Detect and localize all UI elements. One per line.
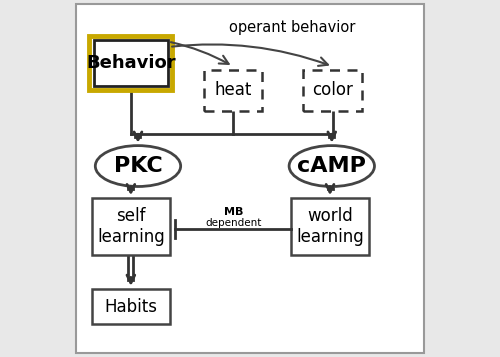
Text: dependent: dependent (206, 218, 262, 228)
Text: color: color (312, 81, 353, 100)
FancyBboxPatch shape (94, 40, 168, 86)
Text: world
learning: world learning (296, 207, 364, 246)
Text: self
learning: self learning (97, 207, 164, 246)
Text: operant behavior: operant behavior (230, 20, 356, 35)
Text: heat: heat (214, 81, 252, 100)
Text: Behavior: Behavior (86, 54, 176, 72)
Bar (92, 198, 170, 255)
Bar (92, 289, 170, 324)
Text: MB: MB (224, 207, 244, 217)
Text: cAMP: cAMP (298, 156, 366, 176)
FancyBboxPatch shape (90, 36, 172, 90)
FancyBboxPatch shape (76, 4, 424, 353)
Text: Habits: Habits (104, 297, 158, 316)
Bar (204, 70, 262, 111)
Bar (304, 70, 362, 111)
Text: PKC: PKC (114, 156, 162, 176)
Bar (291, 198, 369, 255)
Ellipse shape (289, 146, 374, 186)
Ellipse shape (96, 146, 180, 186)
